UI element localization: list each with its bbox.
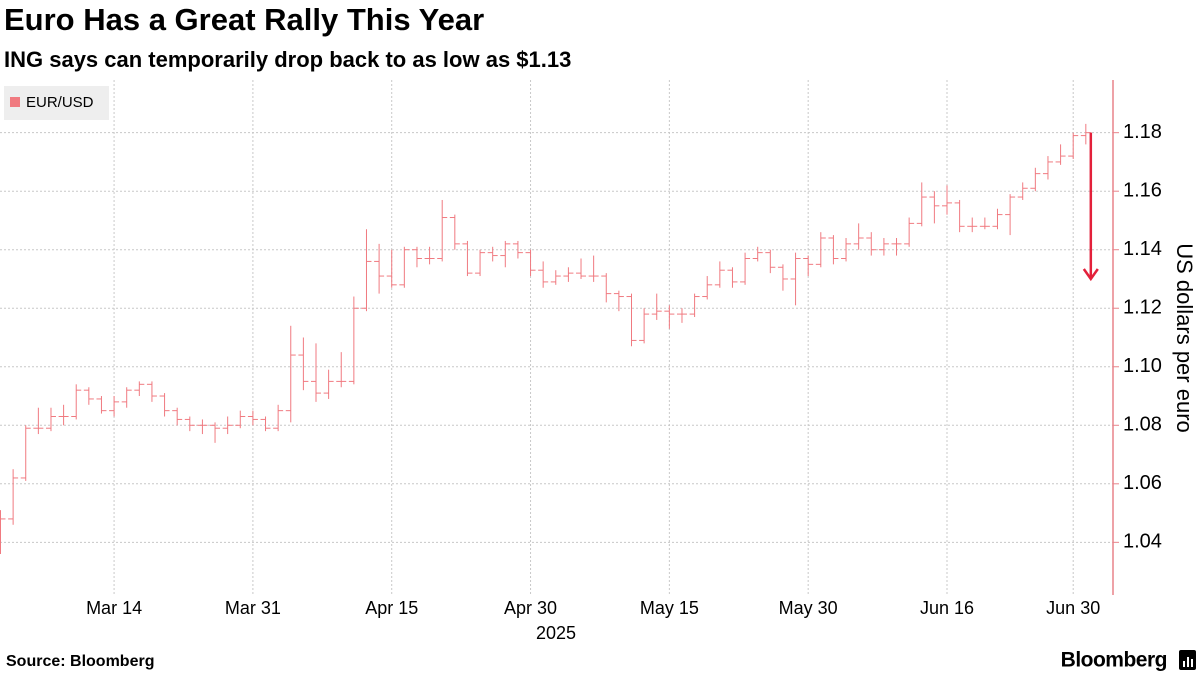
x-tick-label: Mar 14 [86,598,142,618]
x-tick-label: Apr 15 [365,598,418,618]
legend-swatch [10,97,20,107]
x-tick-label: May 30 [779,598,838,618]
x-tick-label: Apr 30 [504,598,557,618]
x-tick-label: Jun 16 [920,598,974,618]
brand-icon-bar [1191,659,1193,667]
y-axis-title: US dollars per euro [1172,243,1197,433]
y-tick-label: 1.06 [1123,472,1162,494]
x-tick-label: Jun 30 [1046,598,1100,618]
y-tick-label: 1.08 [1123,414,1162,436]
legend-box [4,86,109,120]
y-tick-label: 1.04 [1123,531,1162,553]
y-tick-label: 1.12 [1123,297,1162,319]
chart-subtitle: ING says can temporarily drop back to as… [4,47,571,72]
y-tick-label: 1.18 [1123,121,1162,143]
chart-title: Euro Has a Great Rally This Year [4,2,484,37]
x-axis-sublabel: 2025 [536,623,576,643]
brand-logo: Bloomberg [1061,649,1167,672]
brand-icon-bar [1187,657,1189,667]
y-tick-label: 1.14 [1123,238,1162,260]
x-tick-label: Mar 31 [225,598,281,618]
y-tick-label: 1.16 [1123,179,1162,201]
legend-label: EUR/USD [26,94,94,111]
x-tick-label: May 15 [640,598,699,618]
source-note: Source: Bloomberg [6,653,154,670]
annotation-arrowhead [1082,268,1099,282]
y-tick-label: 1.10 [1123,355,1162,377]
brand-icon-bar [1183,661,1185,667]
